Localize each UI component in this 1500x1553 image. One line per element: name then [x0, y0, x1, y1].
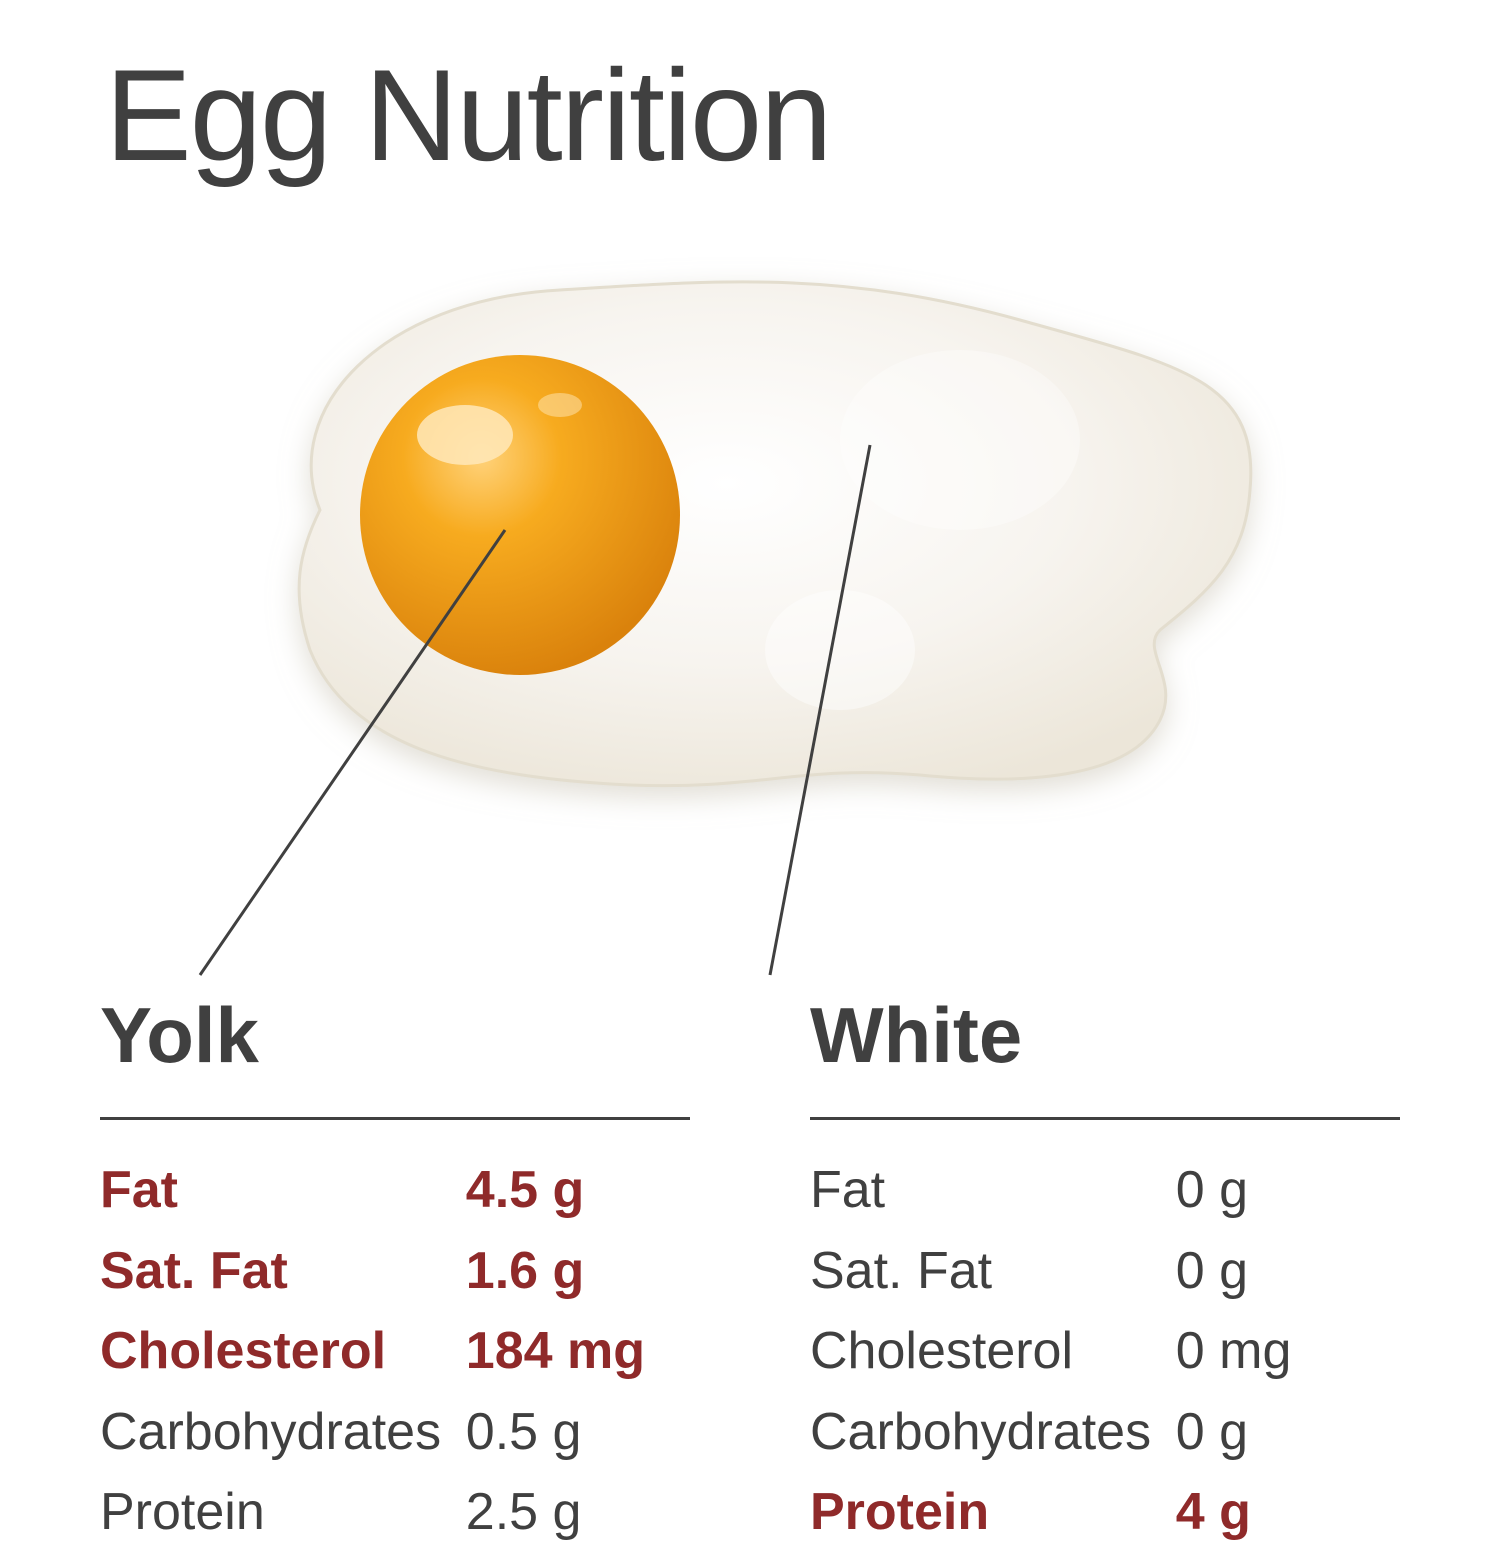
nutrition-value: 4 g: [1176, 1472, 1400, 1553]
yolk-rows: Fat4.5 gSat. Fat1.6 gCholesterol184 mgCa…: [100, 1150, 690, 1553]
nutrition-row: Protein4 g: [810, 1472, 1400, 1553]
nutrition-row: Sat. Fat0 g: [810, 1231, 1400, 1312]
yolk-section-title: Yolk: [100, 990, 690, 1089]
white-rows: Fat0 gSat. Fat0 gCholesterol0 mgCarbohyd…: [810, 1150, 1400, 1553]
fried-egg-illustration: [200, 230, 1300, 830]
nutrition-value: 4.5 g: [466, 1150, 690, 1231]
nutrition-label: Fat: [810, 1150, 1176, 1231]
egg-illustration-area: [0, 230, 1500, 880]
nutrition-row: Fat0 g: [810, 1150, 1400, 1231]
nutrition-label: Protein: [810, 1472, 1176, 1553]
egg-yolk-shape: [360, 355, 680, 675]
white-section-rule: [810, 1117, 1400, 1120]
nutrition-value: 2.5 g: [466, 1472, 690, 1553]
egg-yolk-highlight: [538, 393, 582, 417]
white-section: White Fat0 gSat. Fat0 gCholesterol0 mgCa…: [810, 990, 1400, 1553]
white-section-title: White: [810, 990, 1400, 1089]
nutrition-label: Carbohydrates: [100, 1392, 466, 1473]
nutrition-value: 0 mg: [1176, 1311, 1400, 1392]
nutrition-sections: Yolk Fat4.5 gSat. Fat1.6 gCholesterol184…: [100, 990, 1400, 1553]
nutrition-row: Carbohydrates0 g: [810, 1392, 1400, 1473]
page-title: Egg Nutrition: [105, 40, 831, 190]
nutrition-label: Cholesterol: [810, 1311, 1176, 1392]
nutrition-label: Sat. Fat: [810, 1231, 1176, 1312]
nutrition-label: Carbohydrates: [810, 1392, 1176, 1473]
yolk-section: Yolk Fat4.5 gSat. Fat1.6 gCholesterol184…: [100, 990, 690, 1553]
nutrition-row: Carbohydrates0.5 g: [100, 1392, 690, 1473]
nutrition-row: Protein2.5 g: [100, 1472, 690, 1553]
nutrition-label: Fat: [100, 1150, 466, 1231]
nutrition-value: 184 mg: [466, 1311, 690, 1392]
nutrition-row: Cholesterol184 mg: [100, 1311, 690, 1392]
nutrition-value: 0.5 g: [466, 1392, 690, 1473]
nutrition-value: 1.6 g: [466, 1231, 690, 1312]
egg-white-bump: [840, 350, 1080, 530]
nutrition-label: Protein: [100, 1472, 466, 1553]
yolk-section-rule: [100, 1117, 690, 1120]
nutrition-row: Sat. Fat1.6 g: [100, 1231, 690, 1312]
egg-white-bump: [765, 590, 915, 710]
nutrition-label: Cholesterol: [100, 1311, 466, 1392]
nutrition-row: Fat4.5 g: [100, 1150, 690, 1231]
nutrition-value: 0 g: [1176, 1231, 1400, 1312]
nutrition-value: 0 g: [1176, 1392, 1400, 1473]
nutrition-row: Cholesterol0 mg: [810, 1311, 1400, 1392]
nutrition-label: Sat. Fat: [100, 1231, 466, 1312]
nutrition-value: 0 g: [1176, 1150, 1400, 1231]
egg-yolk-highlight: [417, 405, 513, 465]
